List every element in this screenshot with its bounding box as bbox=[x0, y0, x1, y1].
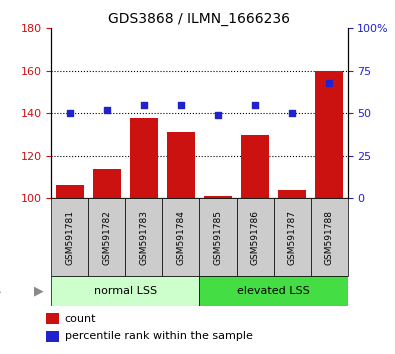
Point bbox=[289, 110, 295, 116]
Text: normal LSS: normal LSS bbox=[94, 286, 157, 296]
Bar bbox=[274, 198, 310, 276]
Point bbox=[141, 102, 147, 108]
Text: GSM591786: GSM591786 bbox=[250, 210, 260, 265]
Bar bbox=[237, 198, 274, 276]
Bar bbox=[167, 132, 195, 198]
Bar bbox=[199, 276, 348, 306]
Bar bbox=[241, 135, 269, 198]
Text: elevated LSS: elevated LSS bbox=[237, 286, 310, 296]
Text: GSM591782: GSM591782 bbox=[102, 210, 111, 265]
Bar bbox=[47, 313, 59, 324]
Bar bbox=[278, 190, 306, 198]
Text: GSM591781: GSM591781 bbox=[65, 210, 74, 265]
Bar bbox=[56, 185, 84, 198]
Bar bbox=[126, 198, 162, 276]
Text: GSM591785: GSM591785 bbox=[213, 210, 222, 265]
Text: GSM591787: GSM591787 bbox=[288, 210, 297, 265]
Text: GSM591784: GSM591784 bbox=[177, 210, 186, 265]
Point bbox=[326, 80, 332, 86]
Bar bbox=[199, 198, 237, 276]
Bar bbox=[162, 198, 199, 276]
Text: ▶: ▶ bbox=[34, 285, 43, 298]
Bar bbox=[130, 118, 158, 198]
Text: GSM591783: GSM591783 bbox=[139, 210, 149, 265]
Bar bbox=[51, 198, 88, 276]
Bar bbox=[310, 198, 348, 276]
Point bbox=[104, 107, 110, 113]
Point bbox=[67, 110, 73, 116]
Bar bbox=[204, 196, 232, 198]
Bar bbox=[315, 71, 343, 198]
Point bbox=[215, 112, 221, 118]
Text: percentile rank within the sample: percentile rank within the sample bbox=[65, 331, 253, 341]
Bar bbox=[88, 198, 126, 276]
Point bbox=[252, 102, 258, 108]
Point bbox=[178, 102, 184, 108]
Bar bbox=[93, 169, 121, 198]
Bar bbox=[51, 276, 199, 306]
Text: count: count bbox=[65, 314, 96, 324]
Bar bbox=[47, 331, 59, 342]
Text: stress: stress bbox=[0, 286, 4, 296]
Text: GSM591788: GSM591788 bbox=[325, 210, 334, 265]
Title: GDS3868 / ILMN_1666236: GDS3868 / ILMN_1666236 bbox=[109, 12, 290, 26]
